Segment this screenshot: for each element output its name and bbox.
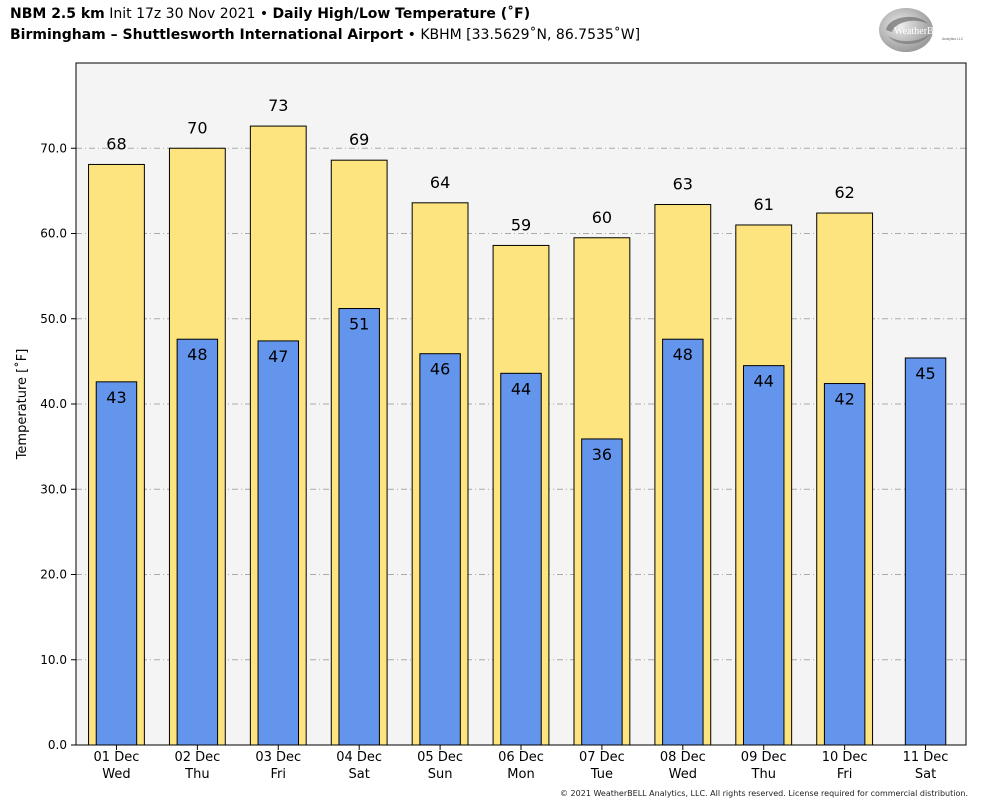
y-tick-label: 60.0 [40, 227, 67, 241]
low-temp-label: 44 [511, 379, 531, 398]
x-tick-label-day: Wed [102, 767, 130, 782]
high-temp-label: 62 [834, 183, 854, 202]
chart-title-line-2: Birmingham – Shuttlesworth International… [10, 27, 640, 43]
x-tick-label-day: Mon [507, 767, 534, 782]
low-temp-label: 45 [915, 364, 935, 383]
high-temp-label: 61 [754, 195, 774, 214]
weatherbell-logo: WeatherBELL Analytics LLC [879, 8, 964, 52]
x-tick-label-date: 07 Dec [579, 750, 625, 765]
high-temp-label: 63 [673, 175, 693, 194]
title-bullet: • [259, 6, 269, 22]
low-temp-label: 46 [430, 360, 450, 379]
low-temp-bar [95, 381, 138, 746]
x-tick-label-day: Wed [669, 767, 697, 782]
high-temp-label: 73 [268, 96, 288, 115]
x-tick-label-date: 08 Dec [660, 750, 706, 765]
x-tick-label-day: Thu [184, 767, 209, 782]
low-temp-label: 42 [834, 390, 854, 409]
y-tick-label: 0.0 [48, 738, 67, 752]
x-tick-label-day: Sun [428, 767, 453, 782]
low-temp-label: 48 [187, 345, 207, 364]
x-tick-label-date: 01 Dec [94, 750, 140, 765]
y-axis: 0.0 10.0 20.0 30.0 40.0 50.0 60.0 70.0 [40, 141, 76, 752]
low-temp-bar [176, 338, 219, 746]
high-temp-label: 59 [511, 215, 531, 234]
x-tick-label-day: Sat [349, 767, 370, 782]
high-temp-label: 69 [349, 130, 369, 149]
low-temp-bar [500, 372, 542, 746]
location-name: Birmingham – Shuttlesworth International… [10, 27, 404, 43]
x-tick-label-day: Thu [751, 767, 776, 782]
low-temp-bar [904, 357, 947, 746]
y-tick-label: 30.0 [40, 482, 67, 496]
init-time: Init 17z 30 Nov 2021 [109, 6, 256, 22]
station-info: KBHM [33.5629˚N, 86.7535˚W] [420, 27, 641, 43]
high-temp-label: 70 [187, 118, 207, 137]
x-tick-label-date: 03 Dec [255, 750, 301, 765]
low-temp-bar [419, 353, 461, 746]
copyright-notice: © 2021 WeatherBELL Analytics, LLC. All r… [560, 789, 968, 798]
high-temp-label: 64 [430, 173, 450, 192]
bar-series [88, 125, 947, 746]
x-tick-label-date: 02 Dec [174, 750, 220, 765]
x-tick-label-date: 06 Dec [498, 750, 544, 765]
low-temp-label: 51 [349, 315, 369, 334]
low-temp-bar [338, 308, 380, 746]
x-tick-label-day: Fri [271, 767, 287, 782]
low-temp-bar [257, 340, 299, 746]
low-temp-label: 43 [106, 388, 126, 407]
x-tick-label-date: 05 Dec [417, 750, 463, 765]
low-temp-bar [823, 383, 866, 746]
low-temp-label: 44 [754, 372, 774, 391]
low-temp-bar [581, 438, 623, 746]
x-tick-label-day: Fri [837, 767, 853, 782]
high-temp-label: 60 [592, 208, 612, 227]
y-tick-label: 50.0 [40, 312, 67, 326]
x-axis: 01 Dec Wed 02 Dec Thu 03 Dec Fri 04 Dec Sat 05 D… [94, 745, 949, 782]
x-tick-label-date: 04 Dec [336, 750, 382, 765]
title-bullet-2: • [407, 27, 416, 43]
y-tick-label: 40.0 [40, 397, 67, 411]
low-temp-bar [662, 338, 704, 746]
high-temp-label: 68 [106, 134, 126, 153]
logo-text: WeatherBELL [894, 26, 952, 37]
x-tick-label-date: 11 Dec [903, 750, 949, 765]
product-name: Daily High/Low Temperature (˚F) [272, 6, 531, 22]
low-temp-label: 48 [673, 345, 693, 364]
x-tick-label-day: Sat [915, 767, 936, 782]
logo-subtext: Analytics LLC [942, 37, 964, 41]
bar-value-labels: 68 43 70 48 73 47 69 51 64 46 59 44 60 36 63 48 61 44 62 42… [106, 96, 935, 464]
y-tick-label: 20.0 [40, 568, 67, 582]
y-axis-label: Temperature [˚F] [14, 349, 30, 461]
low-temp-bar [743, 365, 785, 746]
x-tick-label-day: Tue [590, 767, 613, 782]
low-temp-label: 36 [592, 445, 612, 464]
x-tick-label-date: 09 Dec [741, 750, 787, 765]
chart-title-line-1: NBM 2.5 km Init 17z 30 Nov 2021 • Daily … [10, 6, 530, 22]
y-tick-label: 10.0 [40, 653, 67, 667]
x-tick-label-date: 10 Dec [822, 750, 868, 765]
low-temp-label: 47 [268, 347, 288, 366]
model-name: NBM 2.5 km [10, 6, 105, 22]
y-tick-label: 70.0 [40, 141, 67, 155]
